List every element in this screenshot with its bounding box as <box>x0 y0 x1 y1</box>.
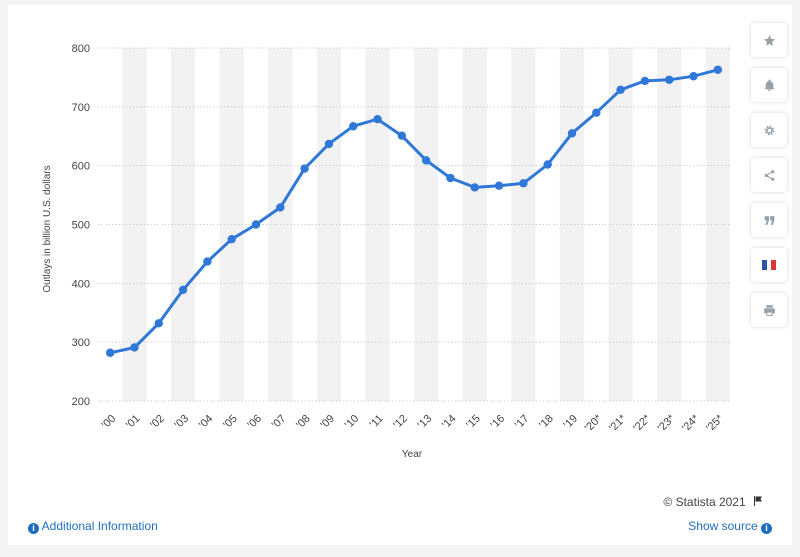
x-tick-label: '20* <box>583 412 605 434</box>
x-tick-label: '22* <box>631 412 653 434</box>
x-tick-label: '10 <box>343 413 362 432</box>
bell-icon <box>764 79 774 91</box>
x-tick-label: '12 <box>391 413 410 432</box>
data-point[interactable] <box>324 139 334 149</box>
y-axis-ticks: 200 300 400 500 600 700 800 <box>72 43 90 408</box>
data-point[interactable] <box>713 65 723 74</box>
y-tick-label: 800 <box>72 43 90 55</box>
copyright-notice: © Statista 2021 <box>663 495 764 509</box>
data-point[interactable] <box>251 220 261 229</box>
x-tick-label: '01 <box>124 413 143 432</box>
y-tick-label: 200 <box>72 396 90 408</box>
x-tick-label: '25* <box>704 412 726 434</box>
series-line <box>109 68 719 355</box>
y-tick-label: 600 <box>72 161 90 173</box>
cite-button[interactable] <box>751 203 787 237</box>
data-point[interactable] <box>592 108 601 117</box>
data-point[interactable] <box>349 122 358 131</box>
x-tick-label: '21* <box>607 412 629 434</box>
print-button[interactable] <box>751 293 787 327</box>
x-tick-label: '15 <box>464 413 483 432</box>
x-tick-label: '06 <box>245 413 264 432</box>
share-button[interactable] <box>751 158 787 192</box>
data-point[interactable] <box>178 285 188 295</box>
x-tick-label: '03 <box>173 413 192 432</box>
star-icon <box>763 34 775 46</box>
x-axis-ticks: '00 '01 '02 '03 '04 '05 '06 '07 '08 '09 '10 '11 '12 '… <box>100 412 727 434</box>
x-tick-label: '07 <box>270 413 289 432</box>
y-tick-label: 300 <box>72 337 90 349</box>
data-point[interactable] <box>470 183 479 192</box>
data-point[interactable] <box>300 164 309 173</box>
data-point[interactable] <box>276 203 285 212</box>
column-bands <box>122 48 730 401</box>
data-point[interactable] <box>130 343 139 352</box>
chart-card: 200 300 400 500 600 700 800 '00 '01 '02 '03 '04 '05… <box>8 5 792 545</box>
info-icon: i <box>28 523 39 534</box>
x-tick-label: '00 <box>100 413 119 432</box>
x-axis-title: Year <box>402 449 423 460</box>
x-tick-label: '16 <box>489 413 508 432</box>
copyright-text: © Statista 2021 <box>663 495 746 509</box>
favorite-button[interactable] <box>751 23 787 57</box>
data-point[interactable] <box>494 181 504 190</box>
x-tick-label: '04 <box>197 413 216 432</box>
x-tick-label: '11 <box>368 413 386 431</box>
y-tick-label: 500 <box>72 220 90 232</box>
data-point[interactable] <box>640 76 650 86</box>
data-point[interactable] <box>543 160 552 169</box>
additional-information-link[interactable]: i Additional Information <box>28 519 158 534</box>
gear-icon <box>764 125 774 135</box>
x-tick-label: '18 <box>537 413 556 432</box>
data-point[interactable] <box>665 75 674 84</box>
y-tick-label: 400 <box>72 278 90 290</box>
data-points <box>105 65 723 357</box>
x-tick-label: '24* <box>680 412 702 434</box>
show-source-link[interactable]: Show source i <box>688 519 772 534</box>
x-tick-label: '13 <box>416 413 435 432</box>
data-point[interactable] <box>154 319 163 328</box>
data-point[interactable] <box>689 72 698 81</box>
show-source-label: Show source <box>688 519 758 533</box>
print-icon <box>763 304 775 316</box>
data-point[interactable] <box>203 257 212 266</box>
additional-information-label: Additional Information <box>41 519 158 533</box>
x-tick-label: '19 <box>561 413 580 432</box>
notification-button[interactable] <box>751 68 787 102</box>
data-point[interactable] <box>567 129 577 138</box>
info-icon: i <box>761 523 772 534</box>
data-point[interactable] <box>227 235 236 244</box>
data-point[interactable] <box>519 179 528 188</box>
language-button[interactable] <box>751 248 787 282</box>
quote-icon <box>764 215 774 225</box>
y-axis-title: Outlays in billion U.S. dollars <box>42 165 53 292</box>
french-flag-icon <box>762 260 777 270</box>
x-tick-label: '08 <box>294 413 313 432</box>
share-icon <box>764 169 774 181</box>
x-tick-label: '17 <box>513 413 532 432</box>
x-tick-label: '02 <box>148 413 167 432</box>
data-point[interactable] <box>373 114 382 124</box>
settings-button[interactable] <box>751 113 787 147</box>
flag-icon[interactable] <box>752 495 764 507</box>
data-point[interactable] <box>616 85 625 94</box>
x-tick-label: '14 <box>440 413 459 432</box>
gridlines <box>98 47 730 402</box>
toolbar-sidebar <box>751 23 787 327</box>
data-point[interactable] <box>421 156 431 165</box>
x-tick-label: '09 <box>318 413 337 432</box>
line-chart: 200 300 400 500 600 700 800 '00 '01 '02 '03 '04 '05… <box>42 43 730 460</box>
data-point[interactable] <box>397 131 407 140</box>
x-tick-label: '05 <box>221 413 240 432</box>
x-tick-label: '23* <box>656 412 678 434</box>
data-point[interactable] <box>105 348 115 357</box>
y-tick-label: 700 <box>72 102 90 114</box>
data-point[interactable] <box>446 173 455 183</box>
